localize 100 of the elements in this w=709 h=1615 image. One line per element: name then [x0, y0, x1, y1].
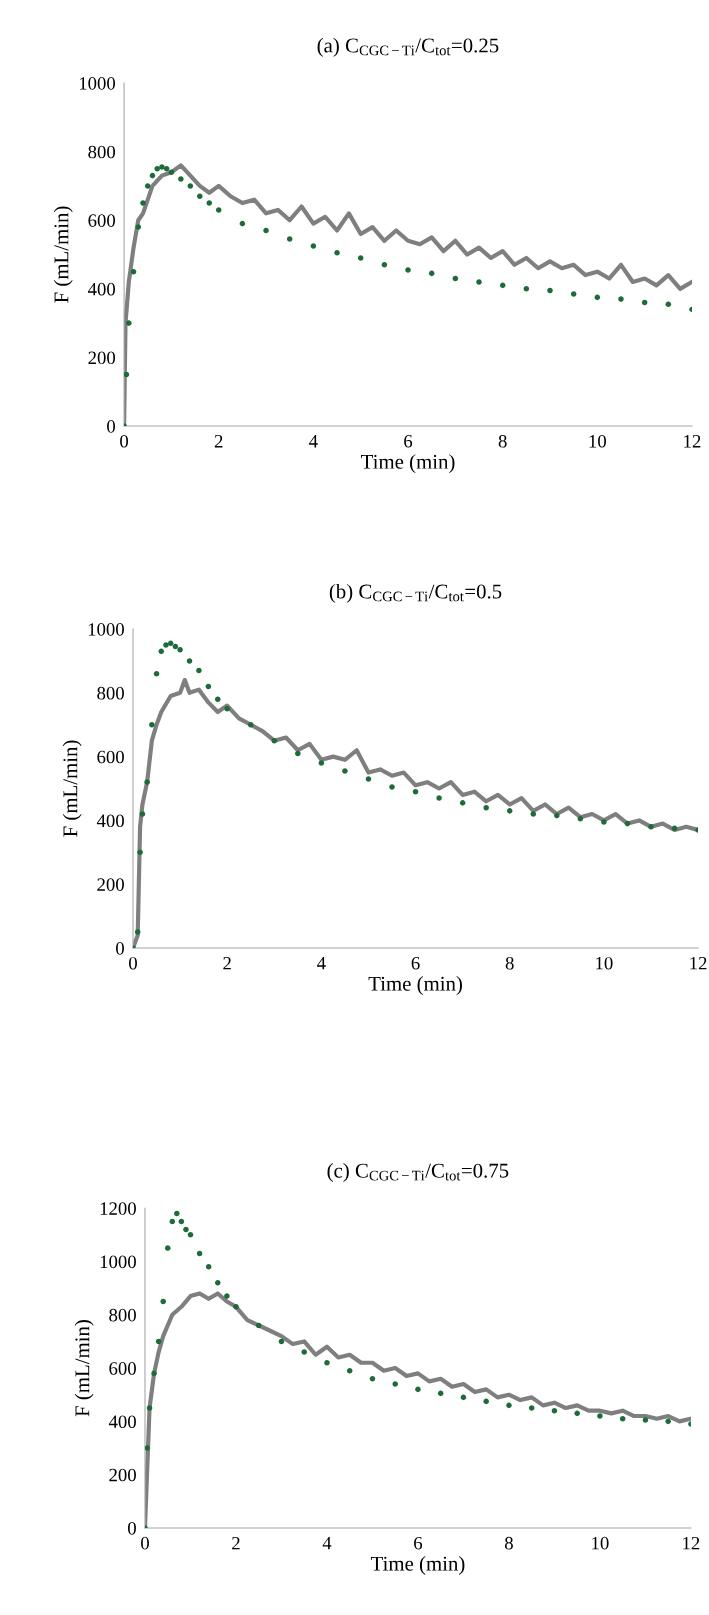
- x-tick-label: 12: [690, 956, 707, 970]
- point: [206, 200, 213, 206]
- x-axis-title: Time (min): [361, 454, 455, 474]
- point: [214, 696, 221, 702]
- x-tick-label: 2: [232, 1536, 240, 1550]
- point: [174, 1210, 180, 1217]
- point: [158, 648, 165, 655]
- point: [205, 683, 212, 690]
- x-tick-label: 6: [404, 434, 413, 448]
- point: [334, 250, 340, 256]
- point: [163, 642, 169, 648]
- point: [436, 795, 442, 801]
- x-tick-label: 6: [411, 956, 420, 970]
- x-tick-label: 8: [505, 956, 514, 970]
- y-tick-label: 800: [109, 1308, 136, 1322]
- chart-title: (a) C$_{CGC−Ti}$/C$_{tot}$=0.25: [317, 37, 499, 57]
- y-tick-label: 200: [97, 878, 124, 891]
- y-axis-title: F (mL/min): [74, 1320, 94, 1417]
- point: [178, 1218, 185, 1225]
- x-tick-label: 2: [223, 956, 231, 970]
- point: [642, 1417, 649, 1423]
- point: [130, 268, 137, 275]
- point: [574, 1410, 580, 1417]
- point: [155, 1338, 162, 1345]
- point: [215, 207, 222, 213]
- point: [506, 808, 513, 814]
- y-tick-label: 600: [88, 214, 116, 227]
- x-tick-label: 0: [141, 1536, 149, 1550]
- point: [295, 750, 301, 757]
- y-tick-label: 400: [96, 814, 124, 828]
- point: [346, 1367, 353, 1374]
- point: [197, 193, 203, 199]
- point: [144, 779, 150, 785]
- point: [286, 236, 293, 242]
- y-tick-label: 1000: [79, 77, 116, 90]
- point: [318, 760, 325, 766]
- point: [381, 262, 388, 268]
- y-tick-label: 200: [109, 1468, 136, 1482]
- point: [369, 1375, 376, 1382]
- point: [196, 1250, 203, 1257]
- y-tick-label: 400: [87, 282, 116, 296]
- point: [342, 768, 348, 774]
- point: [624, 820, 631, 827]
- point: [547, 287, 553, 294]
- point: [665, 301, 672, 308]
- point: [135, 224, 142, 230]
- x-tick-label: 6: [414, 1536, 423, 1550]
- point: [301, 1349, 307, 1355]
- point: [134, 929, 141, 935]
- point: [255, 1322, 262, 1329]
- point: [483, 1398, 489, 1405]
- point: [224, 1293, 230, 1299]
- point: [215, 1280, 221, 1286]
- x-tick-label: 2: [214, 434, 223, 448]
- point: [159, 164, 165, 170]
- point: [551, 1407, 558, 1414]
- point: [247, 721, 254, 728]
- x-tick-label: 4: [322, 1536, 332, 1550]
- chart-title: (b) C$_{CGC−Ti}$/C$_{tot}$=0.5: [329, 583, 502, 603]
- point: [163, 165, 170, 172]
- y-axis-title: F (mL/min): [53, 206, 73, 303]
- y-tick-label: 400: [108, 1415, 136, 1429]
- x-tick-label: 12: [684, 434, 701, 448]
- point: [483, 804, 489, 811]
- point: [164, 1245, 171, 1251]
- y-tick-label: 1000: [100, 1255, 136, 1269]
- y-tick-label: 600: [109, 1362, 136, 1375]
- point: [151, 1370, 157, 1377]
- x-tick-label: 10: [592, 1536, 609, 1550]
- point: [619, 1415, 626, 1422]
- point: [460, 1394, 467, 1401]
- point: [233, 1304, 239, 1310]
- point: [144, 1445, 151, 1451]
- point: [278, 1338, 285, 1345]
- point: [452, 275, 459, 282]
- x-tick-label: 4: [309, 435, 318, 448]
- point: [144, 183, 151, 189]
- point: [172, 643, 179, 650]
- x-axis-title: Time (min): [370, 1556, 465, 1575]
- point: [405, 267, 411, 273]
- point: [140, 200, 146, 206]
- point: [601, 819, 607, 825]
- point: [154, 165, 160, 172]
- y-tick-label: 0: [116, 942, 124, 955]
- point: [124, 371, 130, 378]
- point: [146, 1405, 153, 1411]
- point: [530, 811, 537, 817]
- y-tick-label: 1000: [88, 623, 124, 636]
- x-tick-label: 10: [596, 956, 613, 970]
- point: [187, 183, 194, 189]
- point: [523, 286, 530, 292]
- point: [499, 282, 506, 289]
- point: [437, 1390, 444, 1397]
- x-tick-label: 8: [498, 434, 507, 448]
- point: [577, 816, 584, 822]
- x-tick-label: 8: [504, 1536, 513, 1550]
- point: [183, 1226, 189, 1233]
- y-tick-label: 800: [97, 686, 124, 700]
- point: [186, 658, 193, 664]
- point: [428, 270, 435, 277]
